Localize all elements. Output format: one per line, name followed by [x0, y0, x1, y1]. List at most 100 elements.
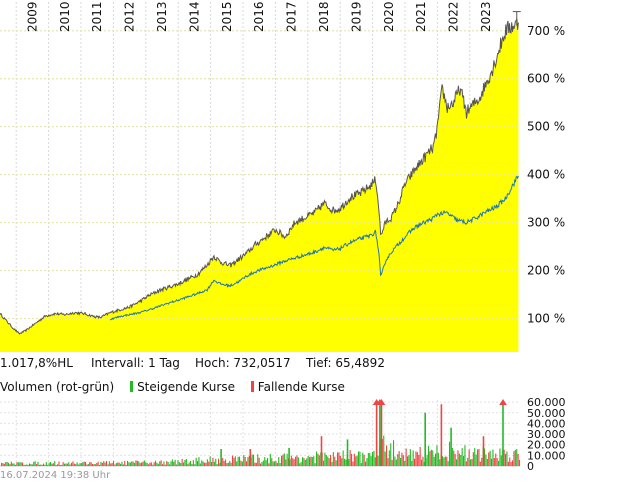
- volume-bar-up: [78, 464, 80, 466]
- volume-bar-up: [34, 461, 36, 466]
- y-tick-label: 300 %: [527, 216, 565, 230]
- volume-bar-down: [71, 462, 73, 466]
- year-label: 2009: [25, 1, 39, 32]
- year-label: 2015: [220, 1, 234, 32]
- volume-bar-down: [268, 463, 270, 466]
- volume-bar-up: [302, 457, 304, 466]
- year-label: 2016: [252, 1, 266, 32]
- volume-bar-down: [468, 449, 470, 466]
- volume-bar-up: [26, 464, 28, 466]
- volume-bar-down: [260, 463, 262, 466]
- volume-bar-down: [229, 460, 231, 466]
- volume-bar-up: [374, 457, 376, 466]
- volume-bar-down: [136, 460, 138, 466]
- volume-bar-up: [219, 463, 221, 466]
- volume-bar-down: [453, 450, 455, 466]
- volume-bar-down: [339, 456, 341, 466]
- volume-bar-down: [402, 455, 404, 466]
- volume-bar-down: [416, 452, 418, 466]
- volume-spike: [482, 436, 485, 466]
- comparison-line: [109, 175, 519, 321]
- volume-bar-up: [297, 457, 299, 466]
- volume-bar-down: [218, 458, 220, 466]
- volume-bar-down: [197, 461, 199, 466]
- volume-bar-down: [495, 453, 497, 466]
- volume-spike: [424, 412, 426, 466]
- volume-bar-up: [178, 462, 180, 466]
- volume-bar-down: [204, 462, 206, 466]
- volume-bar-up: [247, 457, 249, 466]
- volume-bar-up: [283, 453, 285, 466]
- volume-bar-up: [146, 463, 148, 466]
- volume-bar-down: [282, 454, 284, 466]
- volume-bar-down: [512, 460, 514, 466]
- volume-bar-up: [163, 461, 165, 466]
- volume-bar-down: [16, 462, 18, 466]
- volume-bar-down: [472, 452, 474, 466]
- volume-bar-down: [131, 461, 133, 466]
- volume-bar-down: [141, 462, 143, 466]
- volume-spike: [375, 402, 378, 466]
- volume-bar-up: [442, 456, 444, 466]
- volume-bar-up: [395, 459, 397, 466]
- volume-bar-up: [183, 462, 185, 466]
- volume-bar-up: [309, 457, 311, 466]
- volume-bar-down: [85, 461, 87, 466]
- volume-bar-up: [13, 463, 15, 466]
- year-label: 2018: [317, 1, 331, 32]
- volume-bar-up: [332, 452, 334, 466]
- volume-bar-up: [234, 456, 236, 466]
- volume-bar-up: [37, 461, 39, 466]
- volume-bar-up: [33, 461, 35, 466]
- high-label: Hoch: 732,0517: [195, 356, 291, 370]
- volume-bar-down: [192, 460, 194, 466]
- volume-bar-up: [500, 455, 502, 466]
- volume-bar-up: [358, 451, 360, 466]
- volume-bar-up: [227, 462, 229, 466]
- volume-bar-down: [276, 462, 278, 466]
- volume-bar-down: [481, 457, 483, 466]
- y-tick-label: 200 %: [527, 263, 565, 277]
- volume-bar-up: [443, 457, 445, 466]
- price-lines: [0, 11, 521, 335]
- volume-bar-down: [493, 458, 495, 466]
- volume-spike: [220, 449, 222, 466]
- volume-bar-down: [513, 451, 515, 466]
- volume-bar-up: [199, 463, 201, 466]
- volume-spike: [249, 449, 252, 466]
- volume-bar-down: [338, 452, 340, 466]
- volume-bar-down: [212, 457, 214, 466]
- price-area-fill: [0, 18, 519, 353]
- year-label: 2017: [285, 1, 299, 32]
- volume-bar-down: [503, 449, 505, 466]
- low-label: Tief: 65,4892: [306, 356, 385, 370]
- volume-bar-down: [22, 462, 24, 466]
- volume-bar-up: [44, 464, 46, 466]
- volume-bar-up: [75, 464, 77, 466]
- y-tick-label: 700 %: [527, 24, 565, 38]
- volume-clip-arrow: [377, 399, 386, 405]
- volume-bar-down: [240, 460, 242, 466]
- volume-bar-up: [412, 450, 414, 466]
- year-axis: 2009 2010 2011 2012 2013 2014 2015 2016 2017 2018…: [25, 1, 493, 32]
- volume-bar-up: [411, 460, 413, 466]
- volume-bar-up: [311, 457, 313, 466]
- volume-bar-down: [181, 458, 183, 466]
- volume-bar-up: [300, 462, 302, 466]
- rising-swatch: [130, 381, 134, 392]
- vol-tick-label: 50.000: [527, 407, 566, 420]
- volume-bar-down: [69, 464, 71, 466]
- volume-bar-down: [114, 464, 116, 466]
- y-tick-label: 600 %: [527, 72, 565, 86]
- volume-bar-down: [153, 462, 155, 466]
- volume-bar-up: [23, 464, 25, 466]
- legend-rising: Steigende Kurse: [137, 380, 235, 394]
- volume-bar-down: [290, 455, 292, 466]
- volume-bar-up: [519, 459, 521, 466]
- volume-bar-up: [201, 460, 203, 466]
- volume-bar-down: [148, 464, 150, 466]
- volume-bar-up: [54, 461, 56, 466]
- volume-bar-up: [514, 449, 516, 466]
- y-tick-label: 500 %: [527, 120, 565, 134]
- volume-bar-down: [57, 464, 59, 466]
